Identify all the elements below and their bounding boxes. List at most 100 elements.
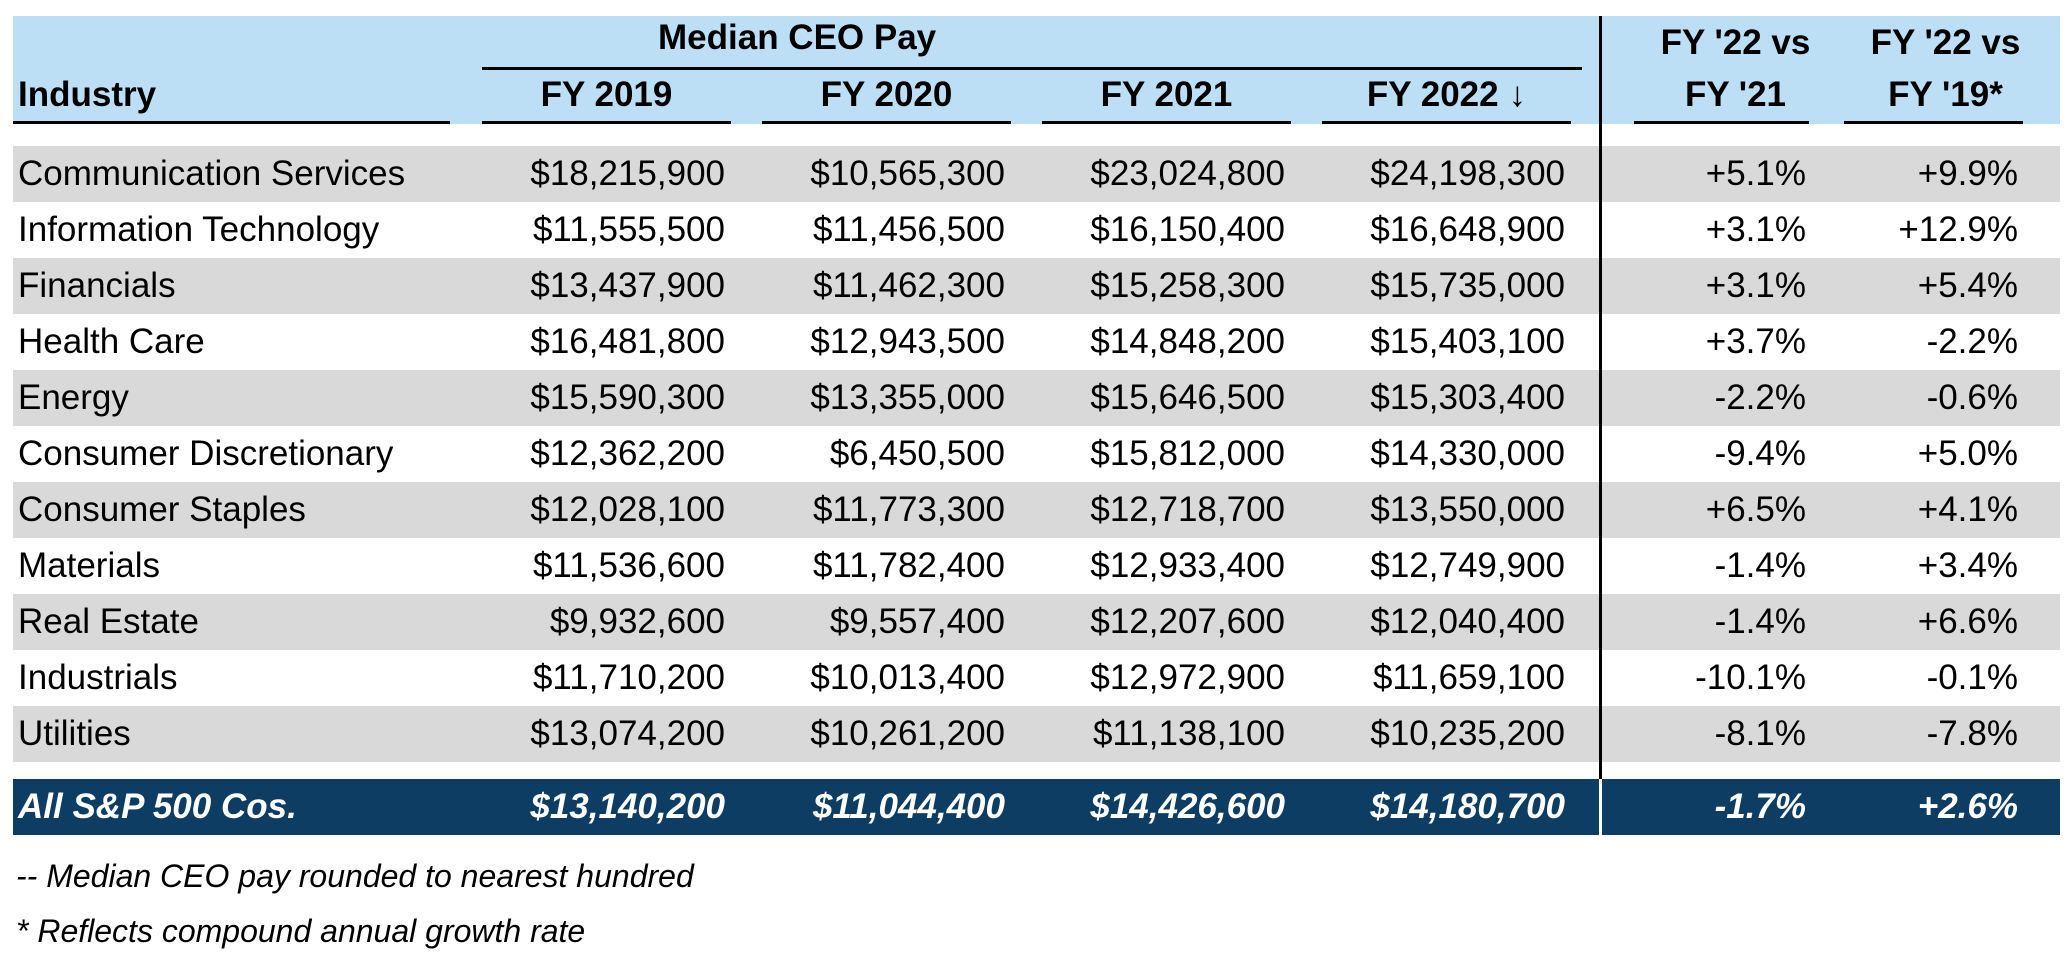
fy2022-cell: $13,550,000 [1370, 490, 1565, 529]
fy2019-cell: $9,932,600 [549, 602, 725, 641]
fy2020-cell: $13,355,000 [810, 378, 1005, 417]
total-fy2021-cell: $14,426,600 [1090, 787, 1285, 826]
fy2019-cell: $16,481,800 [530, 322, 725, 361]
change-vs-fy19-cell: -7.8% [1926, 714, 2018, 753]
fy2019-cell: $13,074,200 [530, 714, 725, 753]
fy2022-cell: $10,235,200 [1370, 714, 1565, 753]
fy2021-cell: $12,933,400 [1090, 546, 1285, 585]
column-header-industry: Industry [18, 75, 157, 114]
change-vs-fy19-cell: +9.9% [1917, 154, 2018, 193]
fy2020-cell: $11,456,500 [812, 210, 1005, 249]
industry-cell: Energy [18, 378, 129, 417]
table-row: Information Technology $11,555,500 $11,456… [13, 202, 2060, 258]
fy2021-cell: $14,848,200 [1090, 322, 1285, 361]
total-fy2019-cell: $13,140,200 [530, 787, 725, 826]
change-vs-fy21-cell: +3.1% [1705, 210, 1806, 249]
change-vs-fy19-cell: +5.4% [1917, 266, 2018, 305]
column-header-fy2022[interactable]: FY 2022 ↓ [1325, 74, 1568, 116]
fy2019-cell: $11,710,200 [532, 658, 725, 697]
fy2020-underline [762, 121, 1011, 124]
footnote-rounding: -- Median CEO pay rounded to nearest hun… [16, 858, 694, 894]
change-vs-fy19-underline [1844, 121, 2023, 124]
fy2021-cell: $23,024,800 [1090, 154, 1285, 193]
change-vs-fy21-underline [1634, 121, 1809, 124]
industry-underline [13, 121, 450, 124]
fy2019-cell: $15,590,300 [530, 378, 725, 417]
table-row: Materials $11,536,600 $11,782,400 $12,933,4… [13, 538, 2060, 594]
fy2022-cell: $14,330,000 [1370, 434, 1565, 473]
fy2021-cell: $16,150,400 [1090, 210, 1285, 249]
fy2020-cell: $10,565,300 [810, 154, 1005, 193]
total-change-vs-fy21-cell: -1.7% [1714, 787, 1806, 826]
fy2020-cell: $11,773,300 [812, 490, 1005, 529]
fy2022-cell: $15,403,100 [1370, 322, 1565, 361]
column-header-change-vs-fy21-line2: FY '21 [1684, 75, 1787, 114]
industry-cell: Real Estate [18, 602, 199, 641]
fy2019-cell: $12,028,100 [530, 490, 725, 529]
fy2022-cell: $15,303,400 [1370, 378, 1565, 417]
column-header-change-vs-fy19-line2: FY '19* [1888, 75, 2003, 114]
change-vs-fy21-cell: -1.4% [1714, 546, 1806, 585]
table-row: Industrials $11,710,200 $10,013,400 $12,972… [13, 650, 2060, 706]
industry-cell: Materials [18, 546, 160, 585]
fy2022-cell: $24,198,300 [1370, 154, 1565, 193]
fy2022-cell: $12,749,900 [1370, 546, 1565, 585]
table-row: Real Estate $9,932,600 $9,557,400 $12,207,6… [13, 594, 2060, 650]
column-header-fy2019: FY 2019 [540, 75, 673, 114]
industry-cell: Financials [18, 266, 176, 305]
change-vs-fy21-cell: -1.4% [1714, 602, 1806, 641]
change-vs-fy19-cell: +3.4% [1917, 546, 2018, 585]
fy2020-cell: $11,782,400 [812, 546, 1005, 585]
footnote-cagr: * Reflects compound annual growth rate [16, 913, 586, 949]
fy2019-cell: $12,362,200 [530, 434, 725, 473]
change-vs-fy19-cell: -0.6% [1926, 378, 2018, 417]
change-vs-fy21-cell: +3.7% [1705, 322, 1806, 361]
change-vs-fy19-cell: +4.1% [1917, 490, 2018, 529]
column-header-fy2020: FY 2020 [820, 75, 953, 114]
table-row: Financials $13,437,900 $11,462,300 $15,258,… [13, 258, 2060, 314]
group-header-underline [482, 67, 1582, 70]
fy2021-cell: $15,812,000 [1090, 434, 1285, 473]
change-vs-fy21-cell: +3.1% [1705, 266, 1806, 305]
change-vs-fy19-cell: +6.6% [1917, 602, 2018, 641]
fy2021-underline [1042, 121, 1291, 124]
table-row: Health Care $16,481,800 $12,943,500 $14,848… [13, 314, 2060, 370]
change-vs-fy21-cell: +5.1% [1705, 154, 1806, 193]
fy2022-cell: $11,659,100 [1372, 658, 1565, 697]
change-vs-fy21-cell: -10.1% [1695, 658, 1806, 697]
fy2020-cell: $10,013,400 [810, 658, 1005, 697]
fy2019-cell: $18,215,900 [530, 154, 725, 193]
change-vs-fy21-cell: -9.4% [1714, 434, 1806, 473]
industry-cell: Information Technology [18, 210, 380, 249]
industry-cell: Health Care [18, 322, 205, 361]
table-header: Median CEO Pay Industry FY 2019 FY 2020 … [13, 16, 2060, 124]
change-vs-fy21-cell: +6.5% [1705, 490, 1806, 529]
fy2021-cell: $12,972,900 [1090, 658, 1285, 697]
column-header-fy2022-label: FY 2022 [1366, 75, 1499, 114]
change-vs-fy19-cell: +5.0% [1917, 434, 2018, 473]
sort-descending-icon: ↓ [1508, 75, 1527, 114]
fy2021-cell: $12,207,600 [1090, 602, 1285, 641]
column-header-fy2021: FY 2021 [1100, 75, 1233, 114]
industry-cell: Communication Services [18, 154, 406, 193]
industry-cell: Industrials [18, 658, 178, 697]
industry-cell: Consumer Discretionary [18, 434, 394, 473]
fy2019-cell: $11,536,600 [532, 546, 725, 585]
fy2021-cell: $12,718,700 [1090, 490, 1285, 529]
fy2021-cell: $11,138,100 [1092, 714, 1285, 753]
column-header-change-vs-fy19-line1: FY '22 vs [1870, 23, 2021, 62]
fy2022-cell: $16,648,900 [1370, 210, 1565, 249]
fy2020-cell: $10,261,200 [810, 714, 1005, 753]
change-vs-fy19-cell: -0.1% [1926, 658, 2018, 697]
total-industry-cell: All S&P 500 Cos. [18, 787, 297, 826]
total-fy2020-cell: $11,044,400 [812, 787, 1005, 826]
fy2019-underline [482, 121, 731, 124]
fy2021-cell: $15,646,500 [1090, 378, 1285, 417]
table-row: Communication Services $18,215,900 $10,565… [13, 146, 2060, 202]
table-row: Utilities $13,074,200 $10,261,200 $11,138,1… [13, 706, 2060, 762]
table-row: Consumer Staples $12,028,100 $11,773,300 $1… [13, 482, 2060, 538]
column-divider [1599, 16, 1602, 833]
change-vs-fy21-cell: -8.1% [1714, 714, 1806, 753]
fy2020-cell: $6,450,500 [829, 434, 1005, 473]
total-change-vs-fy19-cell: +2.6% [1917, 787, 2018, 826]
